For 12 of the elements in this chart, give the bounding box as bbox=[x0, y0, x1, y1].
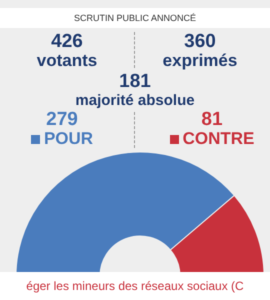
legend-label: POUR bbox=[42, 129, 94, 148]
text: majorité absolue bbox=[74, 92, 196, 109]
legend-label: CONTRE bbox=[182, 129, 256, 148]
text: 181 bbox=[118, 71, 152, 92]
text: 426 bbox=[50, 31, 84, 52]
data-label: 279 bbox=[45, 109, 79, 130]
data-label: 81 bbox=[200, 109, 224, 130]
text: exprimés bbox=[162, 51, 238, 70]
text: 360 bbox=[183, 31, 217, 52]
chart-title: SCRUTIN PUBLIC ANNONCÉ bbox=[0, 8, 270, 28]
text: éger les mineurs des réseaux sociaux (C bbox=[0, 272, 270, 300]
text: votants bbox=[36, 51, 98, 70]
